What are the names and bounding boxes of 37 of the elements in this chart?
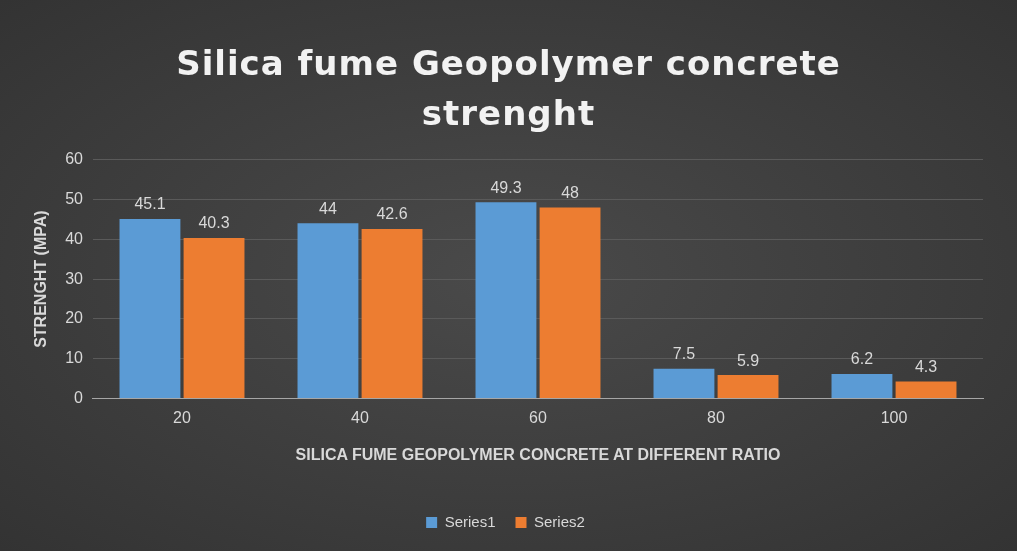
data-label: 5.9 — [736, 351, 760, 369]
x-axis-title: SILICA FUME GEOPOLYMER CONCRETE AT DIFFERENT RATIO — [295, 445, 781, 463]
y-tick-label: 10 — [65, 349, 84, 367]
data-label: 45.1 — [134, 195, 166, 213]
data-label: 42.6 — [376, 205, 408, 223]
bar — [297, 223, 359, 399]
bar — [183, 238, 245, 399]
y-tick-label: 60 — [65, 150, 84, 168]
y-tick-label: 20 — [65, 309, 84, 327]
bar — [895, 381, 957, 399]
data-label: 6.2 — [850, 350, 874, 368]
legend-label: Series2 — [534, 512, 585, 530]
y-tick-label: 30 — [65, 269, 84, 287]
data-label: 40.3 — [198, 214, 230, 232]
data-label: 7.5 — [672, 345, 696, 363]
bar — [717, 375, 779, 399]
x-tick-label: 100 — [880, 408, 908, 426]
legend-label: Series1 — [444, 512, 496, 530]
x-tick-label: 80 — [707, 408, 725, 426]
x-tick-label: 20 — [173, 408, 191, 426]
chart-title: Silica fume Geopolymer concrete strenght — [175, 42, 842, 135]
bar — [361, 228, 423, 399]
bar — [475, 202, 537, 399]
bar — [119, 218, 181, 399]
x-tick-label: 60 — [529, 408, 547, 426]
y-tick-label: 40 — [65, 229, 84, 247]
bar — [539, 207, 601, 399]
bar — [831, 373, 893, 399]
data-label: 44 — [319, 199, 337, 217]
x-tick-label: 40 — [351, 408, 369, 426]
data-label: 49.3 — [490, 178, 522, 196]
y-tick-label: 0 — [74, 389, 84, 407]
y-tick-label: 50 — [65, 189, 84, 207]
data-label: 48 — [561, 183, 580, 201]
data-label: 4.3 — [914, 357, 938, 375]
bar — [653, 368, 715, 399]
y-axis-title: STRENGHT (MPA) — [32, 210, 50, 348]
